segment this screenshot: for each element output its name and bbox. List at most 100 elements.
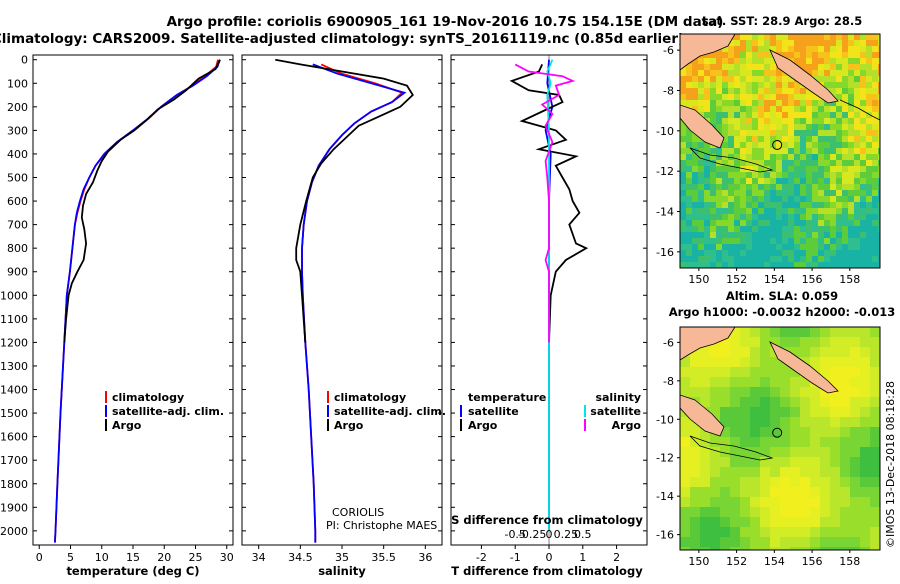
map-cell <box>680 196 687 203</box>
map-cell <box>686 208 693 215</box>
map-cell <box>782 106 789 113</box>
map-cell <box>788 148 795 155</box>
map-cell <box>878 184 880 191</box>
map-cell <box>746 154 753 161</box>
map-cell <box>824 220 831 227</box>
map-cell <box>866 196 873 203</box>
map-cell <box>692 202 699 209</box>
map-cell <box>830 226 837 233</box>
sla-heatmap <box>680 327 880 550</box>
map-cell <box>734 40 741 47</box>
map-cell <box>800 250 807 257</box>
map-cell <box>770 190 777 197</box>
map-cell <box>800 34 807 41</box>
map-cell <box>840 527 851 538</box>
map-cell <box>830 190 837 197</box>
map-cell <box>794 232 801 239</box>
map-cell <box>818 256 825 263</box>
map-cell <box>704 250 711 257</box>
map-cell <box>794 238 801 245</box>
map-cell <box>722 202 729 209</box>
map-cell <box>782 88 789 95</box>
map-cell <box>740 46 747 53</box>
map-cell <box>746 160 753 167</box>
map-cell <box>790 547 801 550</box>
map-cell <box>680 437 691 448</box>
map-cell <box>764 82 771 89</box>
map-cell <box>700 357 711 368</box>
map-cell <box>758 250 765 257</box>
map-cell <box>870 357 880 368</box>
map-cell <box>794 142 801 149</box>
x-tick-label: 35.5 <box>371 551 396 564</box>
map-cell <box>860 226 867 233</box>
map-cell <box>860 160 867 167</box>
map-cell <box>836 148 843 155</box>
map-cell <box>878 34 880 41</box>
map-cell <box>776 94 783 101</box>
map-cell <box>818 58 825 65</box>
map-cell <box>842 106 849 113</box>
map-cell <box>728 256 735 263</box>
map-cell <box>776 154 783 161</box>
map-cell <box>836 250 843 257</box>
map-cell <box>758 130 765 137</box>
map-cell <box>776 124 783 131</box>
map-cell <box>734 238 741 245</box>
map-cell <box>854 250 861 257</box>
map-cell <box>680 160 687 167</box>
map-cell <box>704 244 711 251</box>
map-cell <box>728 190 735 197</box>
map-cell <box>692 244 699 251</box>
map-cell <box>720 417 731 428</box>
map-cell <box>782 250 789 257</box>
map-cell <box>764 88 771 95</box>
map-cell <box>830 40 837 47</box>
map-y-tick-label: -10 <box>656 125 674 138</box>
map-cell <box>740 256 747 263</box>
map-cell <box>686 262 693 268</box>
map-cell <box>872 166 879 173</box>
map-cell <box>810 437 821 448</box>
map-cell <box>728 148 735 155</box>
map-cell <box>800 487 811 498</box>
map-cell <box>710 178 717 185</box>
map-cell <box>830 357 841 368</box>
map-cell <box>758 58 765 65</box>
map-cell <box>850 457 861 468</box>
map-cell <box>690 477 701 488</box>
map-cell <box>806 226 813 233</box>
map-cell <box>794 208 801 215</box>
map-cell <box>812 118 819 125</box>
difference-panel: -2 -1 0 1 2 -0.5-0.25 0 0.250.5 S difference f… <box>450 54 648 578</box>
legend-argo: Argo <box>112 419 142 432</box>
map-cell <box>752 172 759 179</box>
map-cell <box>848 262 855 268</box>
map-cell <box>770 100 777 107</box>
map-cell <box>710 82 717 89</box>
map-cell <box>716 220 723 227</box>
map-cell <box>790 347 801 358</box>
map-cell <box>722 244 729 251</box>
map-cell <box>866 76 873 83</box>
map-cell <box>812 160 819 167</box>
map-cell <box>764 148 771 155</box>
map-cell <box>716 94 723 101</box>
temperature-legend: climatology satellite-adj. clim. Argo <box>105 391 224 432</box>
x-tick-label: 0 <box>546 551 553 564</box>
map-cell <box>776 34 783 41</box>
map-cell <box>878 130 880 137</box>
map-cell <box>800 547 811 550</box>
map-cell <box>818 46 825 53</box>
map-cell <box>878 250 880 257</box>
salinity-panel: 34 34.5 35 35.5 36 salinity climatology sate… <box>241 54 446 578</box>
map-cell <box>824 52 831 59</box>
map-cell <box>770 226 777 233</box>
map-cell <box>698 106 705 113</box>
map-cell <box>710 52 717 59</box>
map-cell <box>854 202 861 209</box>
map-cell <box>752 148 759 155</box>
map-cell <box>860 427 871 438</box>
map-cell <box>854 214 861 221</box>
map-cell <box>842 100 849 107</box>
